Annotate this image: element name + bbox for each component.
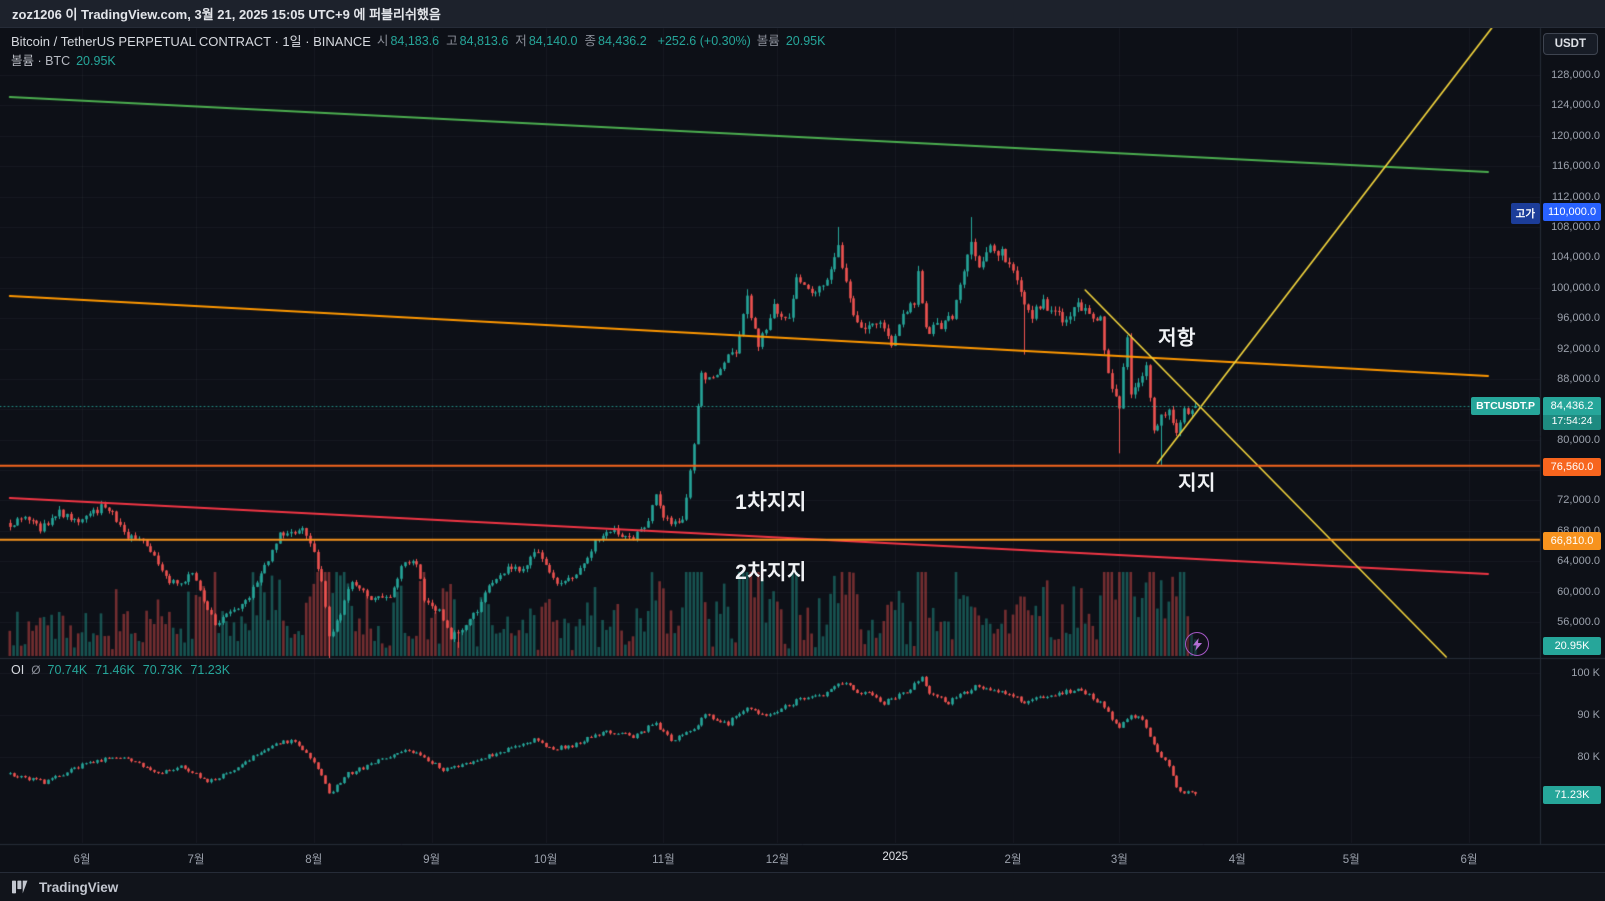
volume-axis-label: 20.95K	[1543, 637, 1601, 655]
indicator-volume-name[interactable]: 볼륨 · BTC	[11, 54, 71, 68]
support-price-value-1: 76,560.0	[1543, 457, 1601, 476]
time-axis-month: 9월	[423, 854, 441, 866]
price-tick: 96,000.0	[1557, 312, 1600, 325]
tradingview-wordmark: TradingView	[39, 879, 119, 895]
oi-value: 71.46K	[95, 663, 135, 677]
last-price-box: 84,436.2 17:54:24	[1543, 396, 1601, 430]
indicator-volume-value: 20.95K	[76, 54, 116, 68]
time-axis-month: 5월	[1342, 854, 1360, 866]
ohlc-label: 저	[515, 34, 527, 48]
time-axis-month: 2월	[1004, 854, 1022, 866]
tradingview-logo-icon	[12, 880, 28, 894]
time-axis-month: 6월	[1460, 854, 1478, 866]
oi-indicator-name[interactable]: OI	[11, 663, 25, 677]
oi-value: 70.74K	[47, 663, 88, 677]
legend-row-volume-indicator: 볼륨 · BTC 20.95K	[11, 53, 825, 70]
lightning-icon	[1192, 637, 1202, 651]
ohlc-label: 종	[584, 34, 596, 48]
time-axis-month: 2025	[882, 851, 908, 863]
symbol-title[interactable]: Bitcoin / TetherUS PERPETUAL CONTRACT · …	[11, 34, 371, 49]
ohlc-value: 84,813.6	[459, 34, 509, 48]
price-tick: 124,000.0	[1551, 99, 1600, 112]
high-price-tag: 고가	[1510, 202, 1540, 224]
support-price-value-2: 66,810.0	[1543, 531, 1601, 550]
tradingview-logo[interactable]: TradingView	[12, 880, 118, 895]
price-tick: 64,000.0	[1557, 555, 1600, 568]
volume-value: 20.95K	[785, 34, 826, 48]
publish-info-text: zoz1206 이 TradingView.com, 3월 21, 2025 1…	[12, 7, 441, 22]
time-axis-month: 4월	[1228, 854, 1246, 866]
high-price-label: 고가 110,000.0	[1510, 202, 1601, 224]
time-axis-month: 11월	[652, 854, 675, 866]
time-axis-month: 7월	[187, 854, 205, 866]
oi-tick: 80 K	[1577, 751, 1600, 763]
price-tick: 56,000.0	[1557, 616, 1600, 628]
price-tick: 104,000.0	[1551, 251, 1600, 264]
ohlc-value: 84,436.2	[598, 34, 647, 48]
oi-tick: 100 K	[1571, 667, 1600, 679]
last-price-value: 84,436.2	[1543, 396, 1601, 415]
currency-usdt-button[interactable]: USDT	[1542, 33, 1598, 55]
footer-bar: TradingView	[0, 872, 1605, 901]
price-tick: 112,000.0	[1551, 190, 1600, 203]
last-price-label: BTCUSDT.P 84,436.2 17:54:24	[1471, 396, 1601, 430]
time-axis-month: 3월	[1110, 854, 1128, 866]
change-value: +252.6 (+0.30%)	[657, 34, 751, 48]
ohlc-label: 시	[376, 34, 389, 48]
oi-style-icon: Ø	[31, 663, 41, 677]
time-axis-month: 12월	[765, 854, 790, 866]
price-tick: 72,000.0	[1557, 494, 1600, 507]
price-tick: 120,000.0	[1551, 129, 1600, 142]
price-axis[interactable]: 128,000.0 124,000.0 120,000.0 116,000.0 112,…	[1540, 28, 1605, 845]
countdown-timer: 17:54:24	[1543, 414, 1601, 430]
boost-lightning-button[interactable]	[1185, 632, 1209, 656]
chart-legend: Bitcoin / TetherUS PERPETUAL CONTRACT · …	[11, 33, 825, 70]
time-axis-month: 6월	[73, 854, 91, 866]
oi-value: 71.23K	[190, 663, 231, 677]
oi-axis-value: 71.23K	[1543, 785, 1601, 804]
volume-axis-value: 20.95K	[1543, 637, 1601, 655]
price-tick: 108,000.0	[1551, 220, 1600, 233]
ohlc-value: 84,140.0	[528, 34, 578, 48]
ohlc-label: 고	[446, 34, 458, 48]
time-axis-month: 8월	[305, 854, 323, 866]
oi-tick: 90 K	[1577, 709, 1600, 721]
price-tick: 128,000.0	[1551, 69, 1600, 81]
publish-bar: zoz1206 이 TradingView.com, 3월 21, 2025 1…	[0, 0, 1605, 28]
volume-label: 볼륨	[756, 34, 780, 48]
support-line-label-1: 76,560.0	[1543, 457, 1601, 476]
legend-row-symbol: Bitcoin / TetherUS PERPETUAL CONTRACT · …	[11, 33, 825, 50]
symbol-price-tag: BTCUSDT.P	[1471, 396, 1540, 415]
price-tick: 100,000.0	[1551, 281, 1600, 294]
time-axis-month: 10월	[533, 854, 558, 866]
price-tick: 80,000.0	[1557, 433, 1600, 446]
price-tick: 88,000.0	[1557, 372, 1600, 385]
price-tick: 92,000.0	[1557, 342, 1600, 355]
oi-legend: OI Ø 70.74K 71.46K 70.73K 71.23K	[11, 663, 230, 677]
high-price-value: 110,000.0	[1543, 202, 1601, 221]
oi-axis-label: 71.23K	[1543, 785, 1601, 804]
ohlc-value: 84,183.6	[390, 34, 440, 48]
price-tick: 116,000.0	[1551, 160, 1600, 173]
oi-value: 70.73K	[142, 663, 183, 677]
ohlc-values: 시 84,183.6 고 84,813.6 저 84,140.0 종 84,436.2	[377, 33, 652, 50]
oi-values: 70.74K 71.46K 70.73K 71.23K	[48, 663, 231, 677]
time-axis[interactable]: 6월 7월 8월 9월 10월 11월 12월 2025 2월 3월 4월 5월 6월	[0, 845, 1540, 872]
price-tick: 60,000.0	[1557, 585, 1600, 598]
support-line-label-2: 66,810.0	[1543, 531, 1601, 550]
